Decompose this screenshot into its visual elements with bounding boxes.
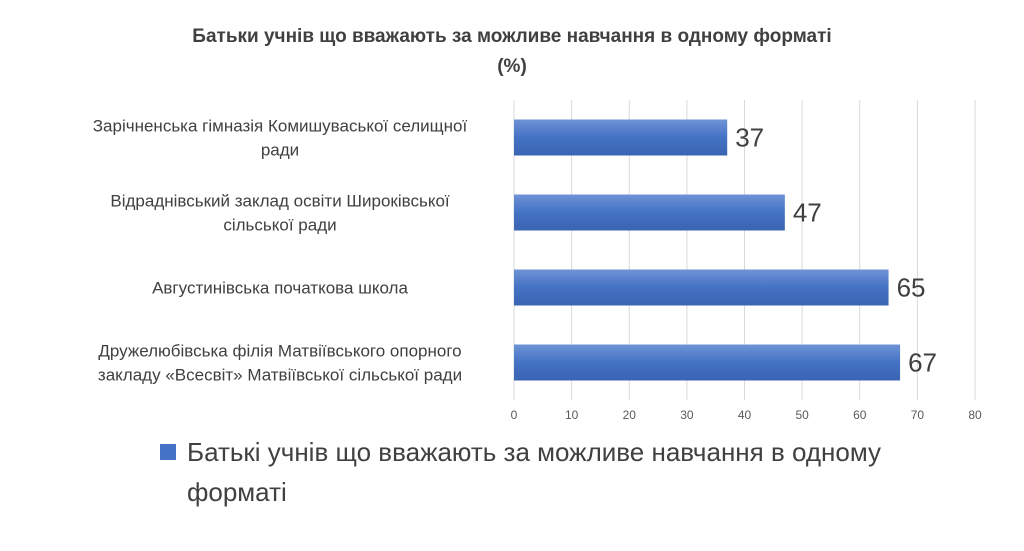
x-tick-label-10: 10 [565,408,579,422]
bar-1 [514,119,728,156]
data-label-1: 37 [735,123,764,153]
category-label-2: Відраднівський заклад освіти Широківсько… [110,192,450,235]
x-tick-label-20: 20 [623,408,637,422]
chart-title-line-2: (%) [497,56,527,77]
bars [514,119,901,381]
category-labels: Зарічненська гімназія Комишуваської сели… [93,117,468,385]
data-labels: 37 47 65 67 [735,123,937,378]
bar-2 [514,194,785,231]
legend-swatch [160,444,176,460]
chart-title: Батьки учнів що вважають за можливе навч… [0,22,1024,82]
category-label-line: Зарічненська гімназія Комишуваської сели… [93,117,468,136]
category-label-line: сільської ради [223,216,336,235]
chart-title-line-1: Батьки учнів що вважають за можливе навч… [192,26,832,47]
legend: Батькі учнів що вважають за можливе навч… [160,432,920,512]
category-label-1: Зарічненська гімназія Комишуваської сели… [93,117,468,160]
data-label-3: 65 [897,273,926,303]
x-tick-label-70: 70 [911,408,925,422]
x-tick-label-80: 80 [968,408,982,422]
category-label-4: Дружелюбівська філія Матвіївського опорн… [98,342,462,385]
category-label-line: закладу «Всесвіт» Матвіївської сільської… [98,366,462,385]
x-tick-label-40: 40 [738,408,752,422]
x-axis-ticks: 0 10 20 30 40 50 60 70 80 [511,408,982,422]
x-tick-label-60: 60 [853,408,867,422]
category-label-line: Дружелюбівська філія Матвіївського опорн… [98,342,461,361]
category-label-3: Августинівська початкова школа [152,279,408,298]
legend-label: Батькі учнів що вважають за можливе навч… [187,437,882,507]
bar-3 [514,269,889,306]
x-tick-label-0: 0 [511,408,518,422]
data-label-4: 67 [908,348,937,378]
category-label-line: ради [261,141,299,160]
category-label-line: Відраднівський заклад освіти Широківсько… [110,192,450,211]
x-tick-label-50: 50 [795,408,809,422]
bar-4 [514,344,901,381]
category-label-line: Августинівська початкова школа [152,279,408,298]
data-label-2: 47 [793,198,822,228]
x-tick-label-30: 30 [680,408,694,422]
